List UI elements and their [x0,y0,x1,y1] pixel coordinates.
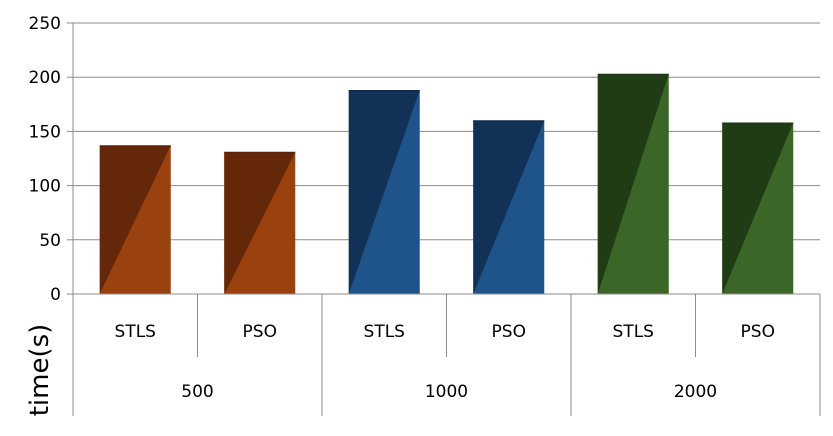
bar-shade [224,151,296,294]
y-axis-title: time(s) [25,324,55,417]
bar [348,89,420,294]
x-axis-labels: STLS PSO STLS PSO STLS PSO 500 1000 2000 [115,322,775,402]
x-category-label: STLS [115,322,156,342]
x-category-label: STLS [364,322,405,342]
axes [67,22,821,416]
y-tick-label: 50 [39,231,61,251]
bar [473,120,545,294]
x-group-label: 2000 [674,382,717,402]
bar-shade [597,73,669,294]
bar-shade [473,120,545,294]
y-tick-labels: 0 50 100 150 200 250 [29,14,61,305]
bar-shade [99,145,171,294]
y-tick-label: 150 [29,122,61,142]
bar-shade [348,90,420,294]
x-category-label: PSO [492,322,526,342]
x-category-label: PSO [243,322,277,342]
x-category-label: STLS [613,322,654,342]
y-tick-label: 0 [50,285,61,305]
gridlines [73,22,820,241]
y-tick-label: 250 [29,14,61,34]
bar [597,73,669,294]
y-tick-label: 200 [29,68,61,88]
bar [224,151,296,294]
bar [722,122,794,294]
bar-shade [722,122,794,294]
x-category-label: PSO [741,322,775,342]
bars [99,73,794,294]
x-group-label: 1000 [425,382,468,402]
bar [99,145,171,294]
x-group-label: 500 [181,382,213,402]
y-tick-label: 100 [29,177,61,197]
